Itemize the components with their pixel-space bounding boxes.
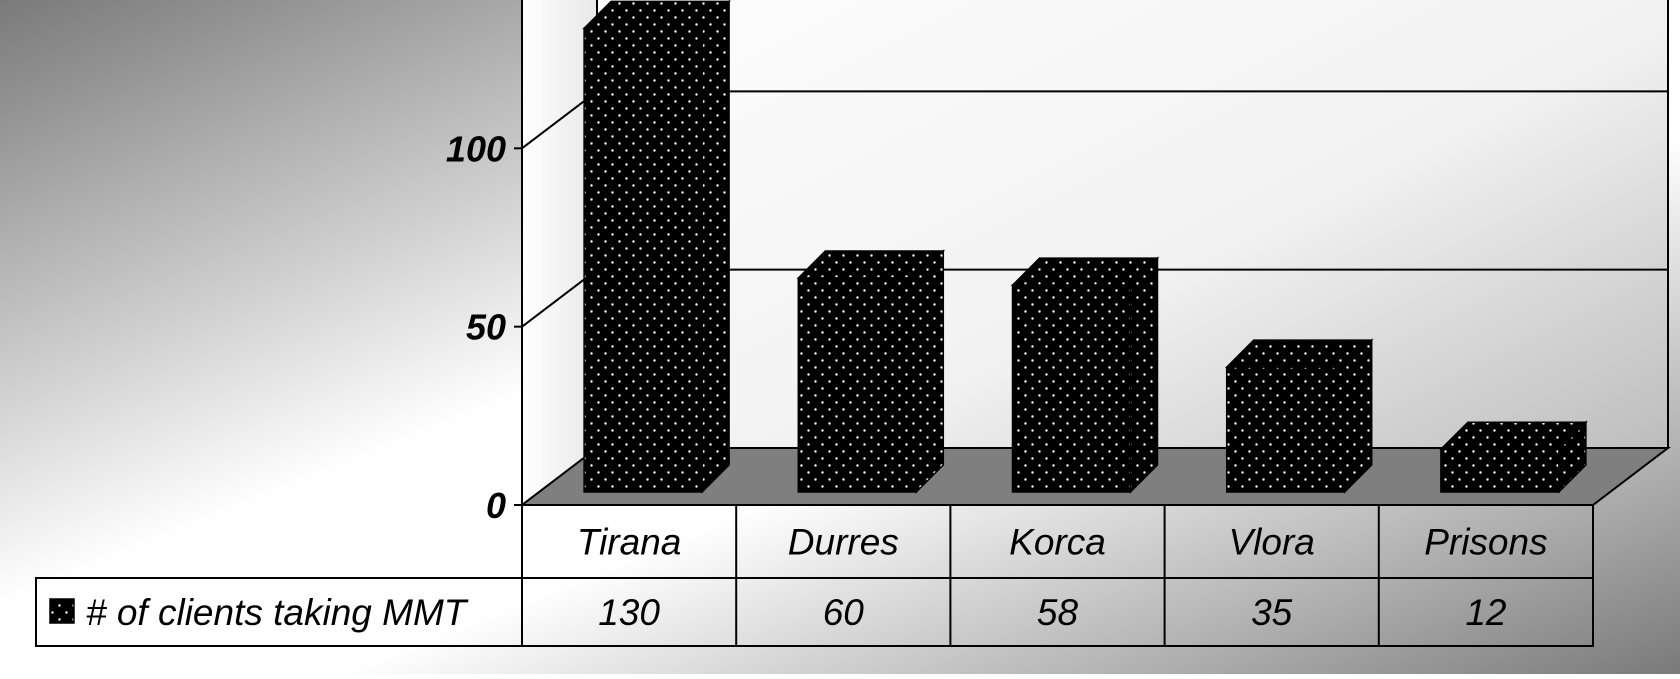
y-tick-label: 0	[486, 485, 506, 526]
bars	[582, 0, 1588, 494]
x-category-label: Prisons	[1424, 522, 1547, 563]
bar	[796, 249, 946, 494]
x-category-label: Vlora	[1229, 522, 1315, 563]
data-value-label: 130	[598, 592, 660, 633]
bar-side	[1129, 256, 1159, 494]
bar-front	[1225, 366, 1346, 493]
bar	[1010, 256, 1160, 494]
x-category-label: Durres	[788, 522, 899, 563]
bar-front	[797, 277, 918, 493]
legend-swatch	[49, 598, 75, 624]
legend-label: # of clients taking MMT	[86, 592, 469, 633]
bar	[582, 0, 731, 494]
bar-side	[915, 249, 945, 494]
bar-front	[583, 27, 703, 493]
data-value-label: 58	[1037, 592, 1079, 633]
y-tick-label: 50	[466, 307, 506, 348]
y-axis: 050100150	[446, 128, 522, 526]
bar	[1224, 338, 1374, 494]
data-table-grid	[521, 504, 1594, 647]
bar-side	[1343, 338, 1373, 494]
data-table: Tirana 130 Durres 60 Korca 58 Vlora 35 Prisons 12…	[35, 504, 1594, 647]
bar-side	[701, 0, 730, 494]
data-value-label: 12	[1465, 592, 1507, 633]
y-tick-label: 100	[446, 128, 506, 169]
data-value-label: 35	[1251, 592, 1293, 633]
x-category-label: Korca	[1009, 522, 1106, 563]
bar-front	[1440, 448, 1560, 493]
bar	[1439, 420, 1588, 494]
legend-cell	[35, 577, 523, 647]
x-category-label: Tirana	[577, 522, 682, 563]
bar-front	[1011, 284, 1132, 493]
data-value-label: 60	[823, 592, 865, 633]
